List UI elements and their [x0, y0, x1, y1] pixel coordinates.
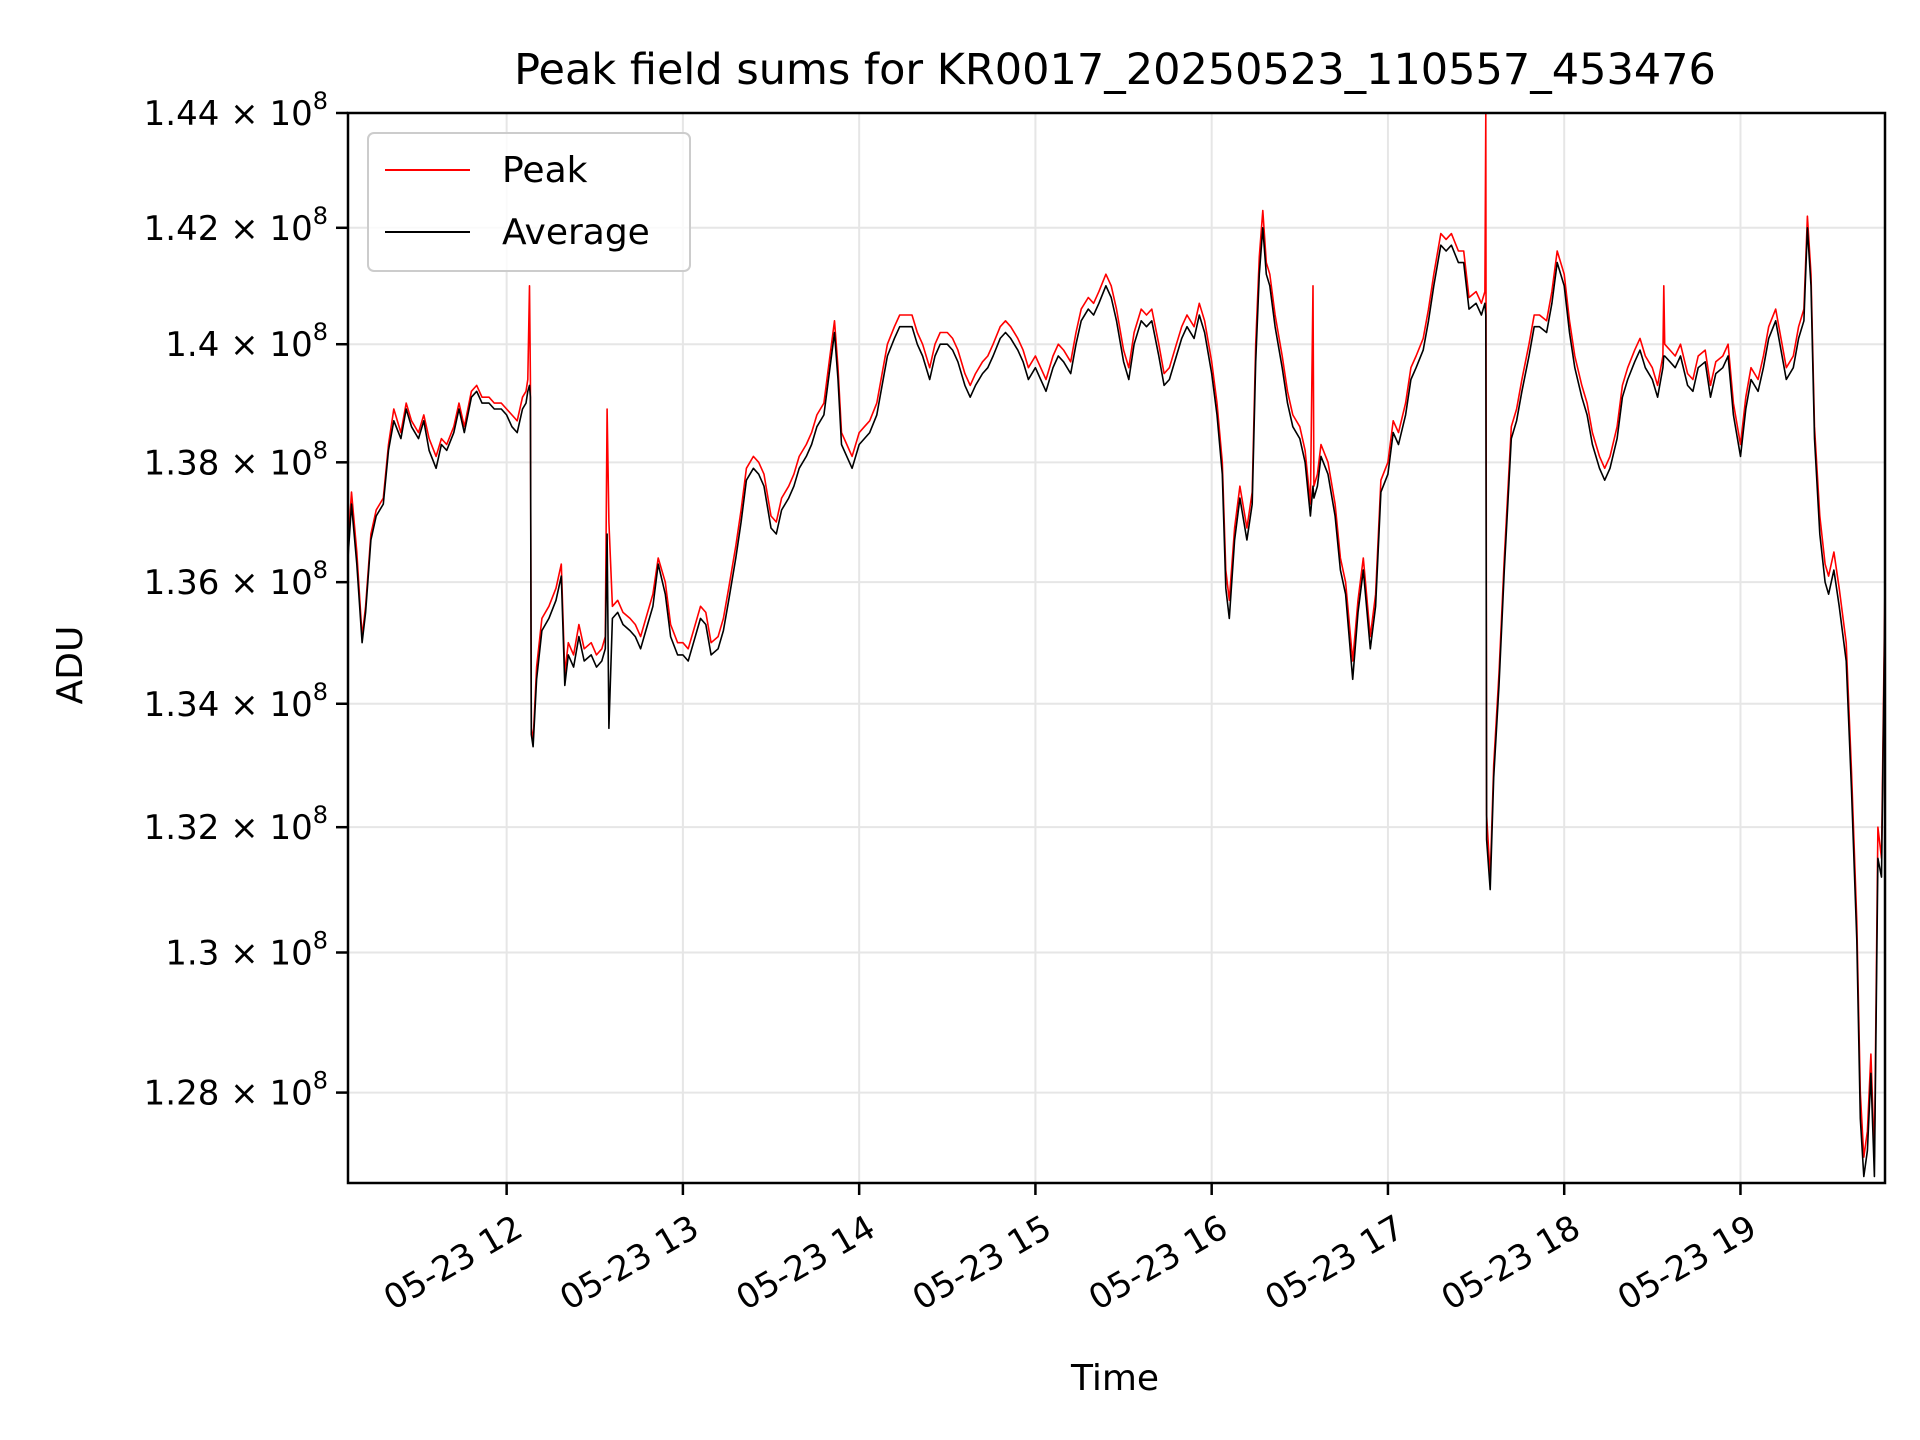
series-line-peak [348, 113, 1885, 1158]
legend-label-average: Average [502, 212, 650, 253]
y-axis-label: ADU [50, 626, 91, 705]
legend-label-peak: Peak [502, 150, 588, 191]
y-tick-label: 1.34 × 108 [144, 678, 328, 725]
y-tick-label: 1.4 × 108 [165, 318, 328, 365]
legend-box [367, 132, 691, 272]
legend: Peak Average [367, 132, 691, 272]
plot-frame [346, 111, 1887, 1185]
y-tick-label: 1.38 × 108 [144, 436, 328, 483]
y-tick-label: 1.3 × 108 [165, 926, 328, 973]
y-axis: 1.28 × 108 1.3 × 108 1.32 × 108 1.34 × 108 1… [144, 87, 348, 1114]
y-tick-label: 1.32 × 108 [144, 801, 328, 848]
y-tick-label: 1.36 × 108 [144, 556, 328, 603]
x-axis-label: Time [1070, 1358, 1159, 1399]
series-layer [348, 113, 1885, 1178]
series-line-average [348, 227, 1885, 1178]
chart-title: Peak field sums for KR0017_20250523_1105… [514, 45, 1716, 95]
y-tick-label: 1.44 × 108 [144, 87, 328, 134]
y-tick-label: 1.42 × 108 [144, 202, 328, 249]
y-tick-label: 1.28 × 108 [144, 1067, 328, 1114]
grid [348, 112, 1885, 1183]
